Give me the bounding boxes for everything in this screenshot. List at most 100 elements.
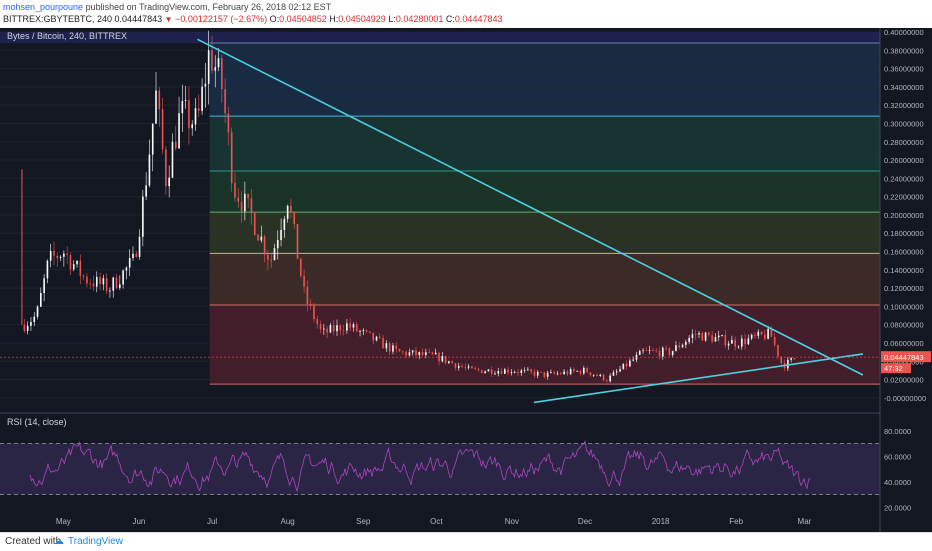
candle-body (671, 351, 674, 355)
candle-body (559, 373, 562, 375)
high-value: 0.04504929 (338, 14, 386, 24)
candle-body (589, 372, 592, 375)
price-tick-label: 0.16000000 (884, 248, 924, 257)
candle-body (313, 305, 315, 320)
author-link[interactable]: mohsen_pourpoune (3, 2, 84, 12)
candle-body (487, 369, 490, 372)
ohlc-line: BITTREX:GBYTEBTC, 240 0.04447843 ▼ −0.00… (3, 14, 502, 25)
trendline[interactable] (533, 353, 864, 404)
price-tick-label: 0.32000000 (884, 101, 924, 110)
candle-body (698, 333, 700, 335)
candle-body (517, 372, 519, 373)
candle-body (217, 58, 220, 68)
candle-body (418, 352, 421, 356)
candle-body (533, 371, 536, 376)
fib-zone (209, 253, 880, 306)
candle-body (30, 321, 32, 326)
candle-body (89, 283, 91, 285)
candle-body (490, 369, 493, 374)
candle-body (316, 319, 319, 325)
candle-body (665, 347, 667, 349)
candle-body (158, 90, 161, 110)
candle-body (494, 373, 496, 375)
candle-body (53, 250, 55, 256)
candle-body (125, 267, 128, 271)
candle-body (270, 259, 272, 261)
candle-body (734, 339, 737, 347)
candle-body (201, 86, 203, 111)
candle-body (142, 196, 144, 237)
created-with-text: Created with (5, 536, 62, 547)
candle-body (86, 276, 88, 284)
candle-body (444, 356, 447, 363)
price-chart[interactable]: 0.40000000 0.38000000 0.36000000 0.34000000… (0, 28, 932, 532)
candle-body (178, 113, 180, 149)
candle-body (306, 286, 309, 304)
rsi-band-fill (0, 443, 880, 495)
candle-body (642, 350, 644, 352)
candle-body (392, 345, 394, 352)
candle-body (79, 260, 82, 276)
rsi-line (29, 440, 811, 493)
candle-body (339, 325, 342, 331)
price-tick-label: 0.34000000 (884, 83, 924, 92)
candle-body (115, 277, 118, 288)
candle-body (253, 213, 256, 235)
grid (0, 31, 880, 399)
candle-body (283, 218, 286, 230)
symbol-label: BITTREX:GBYTEBTC, 240 (3, 14, 113, 24)
candle-body (678, 345, 681, 348)
candle-body (583, 367, 585, 374)
candle-body (520, 370, 523, 373)
publish-line: mohsen_pourpoune published on TradingVie… (3, 2, 331, 13)
candle-body (415, 350, 417, 356)
candle-body (566, 371, 569, 375)
candle-body (66, 253, 68, 256)
price-tick-label: 0.26000000 (884, 156, 924, 165)
candle-body (336, 325, 338, 332)
candle-body (540, 371, 542, 373)
trendlines[interactable] (197, 38, 864, 404)
candle-body (454, 363, 457, 368)
candle-body (402, 351, 404, 353)
candle-body (323, 328, 325, 330)
candle-body (375, 336, 378, 341)
high-label: H: (329, 14, 339, 24)
candle-body (119, 284, 121, 288)
price-tick-label: 0.12000000 (884, 284, 924, 293)
candle-body (530, 369, 532, 372)
candle-body (76, 260, 78, 265)
candle-body (109, 290, 111, 292)
candle-body (138, 236, 141, 257)
candle-body (790, 358, 792, 360)
last-price-tag (881, 351, 931, 363)
last-price-label: 0.04447843 (884, 353, 924, 362)
candle-body (619, 369, 621, 372)
open-value: 0.04504852 (279, 14, 327, 24)
close-value: 0.04447843 (454, 14, 503, 24)
time-tick-label: Mar (798, 517, 812, 526)
candle-body (207, 50, 210, 84)
candle-body (168, 177, 170, 187)
candle-body (95, 276, 98, 287)
candle-body (99, 276, 101, 285)
candle-body (181, 100, 184, 114)
candle-body (72, 264, 75, 270)
countdown-tag (881, 363, 911, 374)
candle-body (171, 141, 174, 178)
candle-body (481, 370, 483, 374)
candle-body (372, 332, 375, 341)
candle-body (648, 350, 651, 352)
candle-body (230, 132, 233, 184)
time-tick-label: Feb (729, 517, 743, 526)
candle-body (740, 338, 743, 347)
candle-body (770, 328, 773, 337)
candle-body (711, 335, 713, 342)
chart-title: Bytes / Bitcoin, 240, BITTREX (7, 31, 127, 41)
time-tick-label: Nov (505, 517, 519, 526)
trendline[interactable] (197, 38, 864, 376)
candle-body (112, 277, 115, 291)
tradingview-brand[interactable]: TradingView (68, 536, 124, 547)
candle-body (33, 316, 36, 322)
candle-body (612, 372, 615, 376)
